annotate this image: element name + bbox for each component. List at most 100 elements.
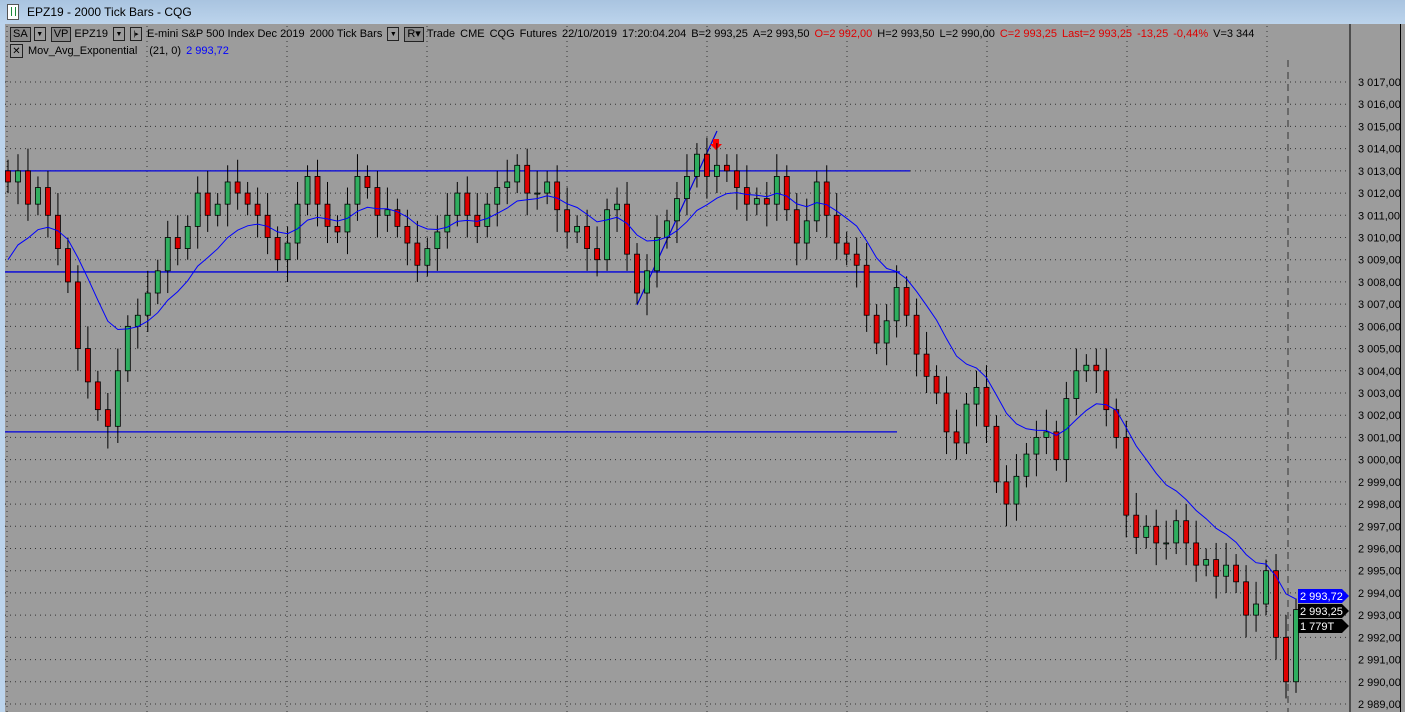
candle-body bbox=[783, 176, 790, 211]
candle-body bbox=[993, 425, 1000, 483]
candle bbox=[474, 193, 481, 244]
candle bbox=[833, 193, 840, 260]
candle bbox=[84, 326, 91, 399]
vp-button[interactable]: VP bbox=[50, 26, 72, 42]
candle-body bbox=[74, 281, 81, 349]
price-axis-label: 2 999,00 bbox=[1358, 477, 1401, 489]
candle bbox=[1053, 420, 1060, 471]
price-axis-label: 2 996,00 bbox=[1358, 543, 1401, 555]
symbol-dropdown-icon[interactable]: ▼ bbox=[113, 27, 126, 41]
candle-body bbox=[414, 242, 421, 266]
candle-body bbox=[753, 198, 760, 205]
symbol: EPZ19 bbox=[74, 28, 109, 40]
candle-body bbox=[893, 287, 900, 322]
candle-body bbox=[674, 198, 680, 222]
market: Futures bbox=[519, 28, 557, 40]
price-axis-label: 2 989,00 bbox=[1358, 699, 1401, 711]
price-axis-label: 2 998,00 bbox=[1358, 499, 1401, 511]
candle-body bbox=[644, 270, 650, 294]
sa-button[interactable]: SA bbox=[10, 26, 31, 42]
candle bbox=[284, 226, 291, 282]
r-button[interactable]: R▾ bbox=[404, 26, 424, 42]
tick-count-tag-text: 1 779T bbox=[1300, 621, 1335, 633]
volume: V=3 344 bbox=[1213, 28, 1255, 40]
candle-body bbox=[164, 237, 171, 272]
candle bbox=[364, 165, 371, 199]
candle-body bbox=[1093, 364, 1100, 372]
candle bbox=[1283, 615, 1289, 699]
candle bbox=[1133, 492, 1140, 555]
study-name: Mov_Avg_Exponential bbox=[28, 45, 138, 57]
candle bbox=[1103, 348, 1110, 427]
candle-body bbox=[134, 314, 141, 327]
study-row: ✕ Mov_Avg_Exponential (21, 0) 2 993,72 bbox=[10, 43, 234, 59]
candle-body bbox=[55, 214, 61, 250]
candle bbox=[873, 304, 880, 355]
candle-body bbox=[943, 392, 950, 433]
candle bbox=[594, 226, 600, 277]
candle bbox=[334, 215, 341, 244]
candle bbox=[294, 181, 301, 260]
exchange: CME bbox=[460, 28, 485, 40]
candle bbox=[973, 370, 980, 427]
r-button-label: R bbox=[407, 27, 416, 40]
ema-line bbox=[7, 192, 1297, 600]
price-axis-label: 3 017,00 bbox=[1358, 77, 1401, 89]
candle bbox=[214, 193, 221, 227]
close-x-icon[interactable]: ✕ bbox=[10, 44, 23, 58]
candle-body bbox=[494, 187, 501, 205]
candle bbox=[1153, 509, 1160, 566]
candle bbox=[1273, 554, 1279, 660]
candle bbox=[55, 193, 61, 266]
candle bbox=[314, 159, 321, 227]
candle-body bbox=[174, 237, 181, 250]
candle bbox=[1203, 548, 1210, 577]
description: E-mini S&P 500 Index Dec 2019 bbox=[147, 28, 305, 40]
candle bbox=[614, 187, 620, 232]
candle bbox=[1033, 420, 1040, 477]
price-axis-label: 2 993,00 bbox=[1358, 610, 1401, 622]
candle-body bbox=[84, 348, 91, 383]
time: 17:20:04.204 bbox=[622, 28, 687, 40]
close: C=2 993,25 bbox=[999, 28, 1058, 40]
sa-dropdown-icon[interactable]: ▼ bbox=[33, 27, 46, 41]
candle-body bbox=[324, 203, 331, 227]
change: -13,25 bbox=[1137, 28, 1169, 40]
candle-body bbox=[284, 242, 291, 261]
candle-body bbox=[1253, 603, 1259, 616]
ema-price-tag-bg bbox=[1298, 589, 1349, 603]
candle-body bbox=[15, 170, 21, 183]
candle bbox=[544, 170, 551, 205]
last: Last=2 993,25 bbox=[1062, 28, 1133, 40]
candle bbox=[1073, 348, 1080, 416]
bid: B=2 993,25 bbox=[691, 28, 748, 40]
candle-body bbox=[1243, 581, 1249, 616]
candle bbox=[1233, 554, 1239, 593]
candle-body bbox=[963, 403, 970, 444]
candle bbox=[414, 220, 421, 282]
change-pct: -0,44% bbox=[1173, 28, 1209, 40]
candle bbox=[823, 165, 830, 238]
candle-body bbox=[1143, 525, 1150, 538]
candle bbox=[154, 259, 161, 305]
candle bbox=[733, 154, 740, 210]
trade-label: Trade bbox=[426, 28, 456, 40]
candle-body bbox=[634, 253, 640, 294]
candle bbox=[174, 215, 181, 266]
candle-body bbox=[274, 237, 281, 261]
candle bbox=[464, 176, 471, 238]
candle bbox=[254, 187, 261, 238]
candle-body bbox=[624, 203, 630, 255]
candle bbox=[803, 198, 810, 260]
candle-body bbox=[484, 203, 491, 227]
candle-body bbox=[35, 187, 41, 205]
price-axis-label: 2 991,00 bbox=[1358, 655, 1401, 667]
candle bbox=[983, 365, 990, 443]
bar-style-icon[interactable]: |▸ bbox=[130, 27, 143, 41]
candle-body bbox=[903, 287, 910, 316]
candle bbox=[454, 181, 461, 227]
bar-type-dropdown-icon[interactable]: ▼ bbox=[387, 27, 400, 41]
candle bbox=[624, 181, 630, 271]
candle-body bbox=[314, 176, 321, 205]
